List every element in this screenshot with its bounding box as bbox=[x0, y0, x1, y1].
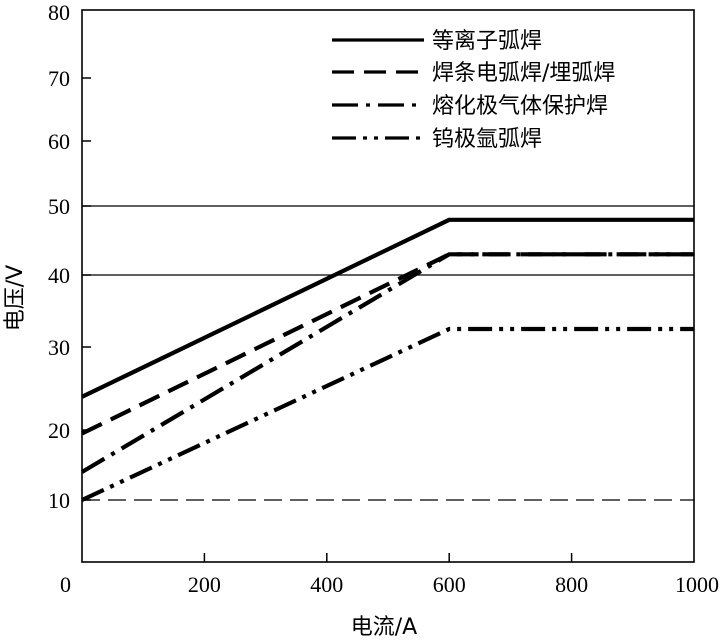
y-tick-label: 50 bbox=[48, 194, 70, 219]
y-tick-label: 60 bbox=[48, 129, 70, 154]
series-line-2 bbox=[81, 252, 694, 436]
series-lines bbox=[80, 217, 694, 502]
y-tick-label: 10 bbox=[48, 488, 70, 513]
x-axis-title: 电流/A bbox=[351, 615, 417, 640]
axis-ticks: 0 200 400 600 800 1000 10 20 30 40 50 60 70 80 bbox=[48, 0, 719, 597]
x-tick-label: 200 bbox=[188, 572, 221, 597]
legend-label-2: 焊条电弧焊/埋弧焊 bbox=[432, 61, 615, 86]
series-line-3 bbox=[80, 252, 694, 474]
legend-label-3: 熔化极气体保护焊 bbox=[432, 94, 608, 119]
y-tick-label: 70 bbox=[48, 66, 70, 91]
y-tick-label: 40 bbox=[48, 263, 70, 288]
x-tick-label: 400 bbox=[310, 572, 343, 597]
y-tick-label: 30 bbox=[48, 335, 70, 360]
y-tick-label: 80 bbox=[48, 0, 70, 25]
y-axis-title: 电压/V bbox=[3, 265, 28, 331]
series-line-1 bbox=[81, 217, 694, 399]
legend-label-1: 等离子弧焊 bbox=[432, 29, 542, 54]
reference-lines bbox=[82, 205, 694, 501]
x-tick-label: 600 bbox=[433, 572, 466, 597]
y-tick-label: 20 bbox=[48, 418, 70, 443]
plot-frame bbox=[81, 9, 695, 563]
series-line-4 bbox=[81, 326, 694, 502]
x-tick-label: 800 bbox=[555, 572, 588, 597]
x-tick-label: 0 bbox=[60, 572, 71, 597]
legend-label-4: 钨极氩弧焊 bbox=[432, 127, 542, 152]
x-tick-label: 1000 bbox=[675, 572, 719, 597]
